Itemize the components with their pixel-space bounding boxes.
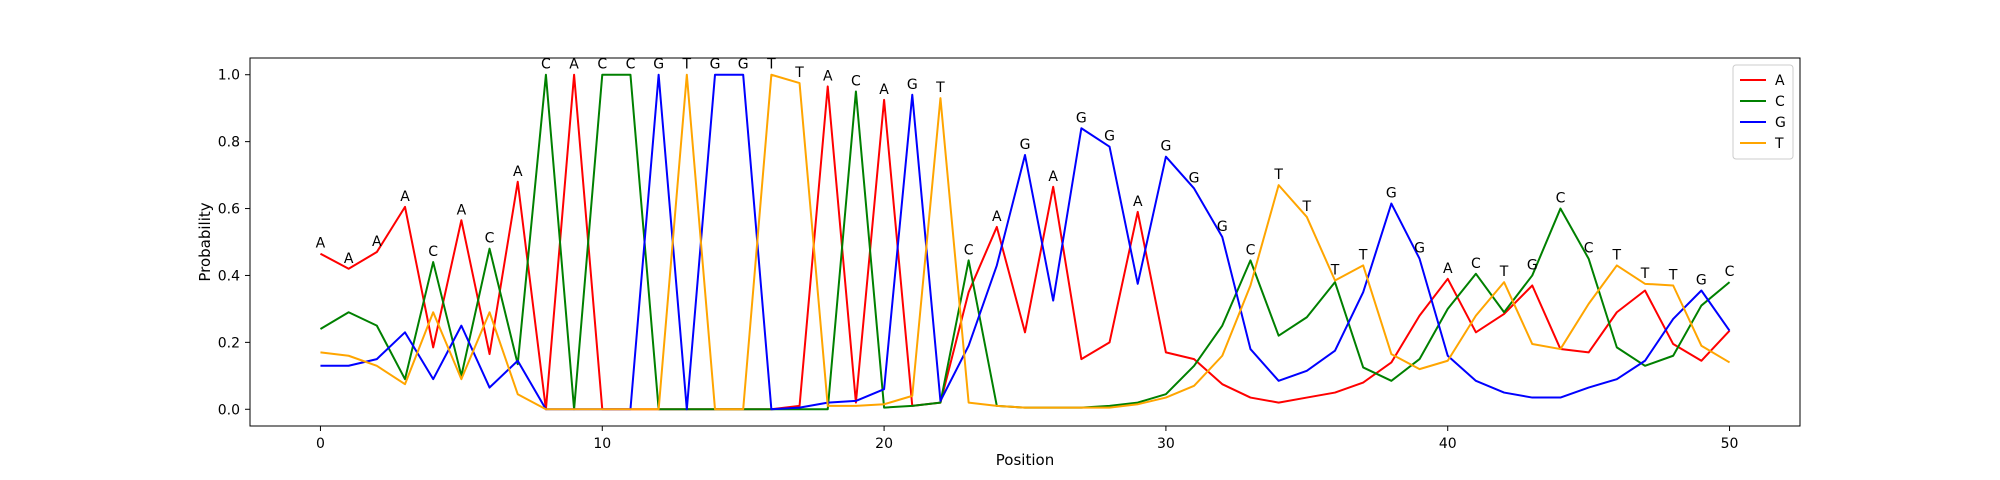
peak-label: C <box>626 57 636 73</box>
series-line-T <box>320 73 1731 411</box>
peak-label: C <box>1471 256 1481 272</box>
x-tick-label: 10 <box>593 436 611 452</box>
y-tick-label: 0.0 <box>218 402 240 418</box>
peak-label: G <box>710 57 721 73</box>
peak-label: A <box>823 68 833 84</box>
y-axis-title: Probability <box>196 202 214 281</box>
peak-labels: A A A A C A C A C A C C G T G G T T A C A G T C A G A G G A G G G C T T T T G G… <box>316 57 1735 289</box>
peak-label: G <box>1104 129 1115 145</box>
x-axis: 0 10 20 30 40 50 <box>316 426 1738 452</box>
peak-label: G <box>1217 219 1228 235</box>
peak-label: G <box>1160 139 1171 155</box>
y-axis: 0.0 0.2 0.4 0.6 0.8 1.0 <box>218 68 250 418</box>
legend-box <box>1732 64 1794 160</box>
peak-label: G <box>1020 137 1031 153</box>
peak-label: A <box>1048 169 1058 185</box>
peak-label: G <box>738 57 749 73</box>
x-tick-label: 30 <box>1157 436 1175 452</box>
peak-label: T <box>766 57 776 73</box>
peak-label: C <box>597 57 607 73</box>
x-tick-label: 40 <box>1439 436 1457 452</box>
peak-label: G <box>1076 110 1087 126</box>
legend-label: C <box>1775 94 1785 110</box>
peak-label: A <box>992 209 1002 225</box>
peak-label: G <box>1696 273 1707 289</box>
legend-label: A <box>1775 73 1785 89</box>
x-tick-label: 20 <box>875 436 893 452</box>
peak-label: A <box>513 164 523 180</box>
peak-label: C <box>851 73 861 89</box>
peak-label: G <box>1386 186 1397 202</box>
peak-label: T <box>1612 247 1622 263</box>
peak-label: T <box>1273 167 1283 183</box>
peak-label: C <box>1584 241 1594 257</box>
y-tick-label: 0.4 <box>218 268 240 284</box>
peak-label: T <box>1640 266 1650 282</box>
legend-label: T <box>1774 136 1784 152</box>
peak-label: C <box>541 57 551 73</box>
peak-label: G <box>1527 257 1538 273</box>
peak-label: G <box>1189 170 1200 186</box>
x-tick-label: 0 <box>316 436 325 452</box>
series-line-A <box>319 73 1731 411</box>
peak-label: A <box>879 82 889 98</box>
peak-label: T <box>935 80 945 96</box>
peak-label: T <box>1668 267 1678 283</box>
peak-label: T <box>794 65 804 81</box>
peak-label: A <box>400 189 410 205</box>
plot-frame <box>249 57 1801 427</box>
y-tick-label: 0.2 <box>218 335 240 351</box>
peak-label: T <box>1499 264 1509 280</box>
peak-label: T <box>682 57 692 73</box>
peak-label: G <box>1414 241 1425 257</box>
y-tick-label: 1.0 <box>218 68 240 84</box>
x-axis-title: Position <box>996 451 1054 469</box>
legend-label: G <box>1775 115 1786 131</box>
peak-label: C <box>1725 264 1735 280</box>
peak-label: A <box>569 57 579 73</box>
peak-label: C <box>428 244 438 260</box>
peak-label: A <box>344 251 354 267</box>
peak-label: C <box>1246 242 1256 258</box>
peak-label: T <box>1330 262 1340 278</box>
peak-label: C <box>964 242 974 258</box>
x-tick-label: 50 <box>1721 436 1739 452</box>
y-tick-label: 0.8 <box>218 135 240 151</box>
peak-label: G <box>653 57 664 73</box>
peak-label: A <box>316 236 326 252</box>
peak-label: A <box>457 202 467 218</box>
peak-label: A <box>1443 261 1453 277</box>
peak-label: G <box>907 77 918 93</box>
peak-label: A <box>372 234 382 250</box>
y-tick-label: 0.6 <box>218 202 240 218</box>
peak-label: A <box>1133 194 1143 210</box>
series-lines <box>319 73 1731 411</box>
peak-label: C <box>1556 191 1566 207</box>
peak-label: C <box>485 231 495 247</box>
peak-label: T <box>1358 247 1368 263</box>
peak-label: T <box>1302 199 1312 215</box>
